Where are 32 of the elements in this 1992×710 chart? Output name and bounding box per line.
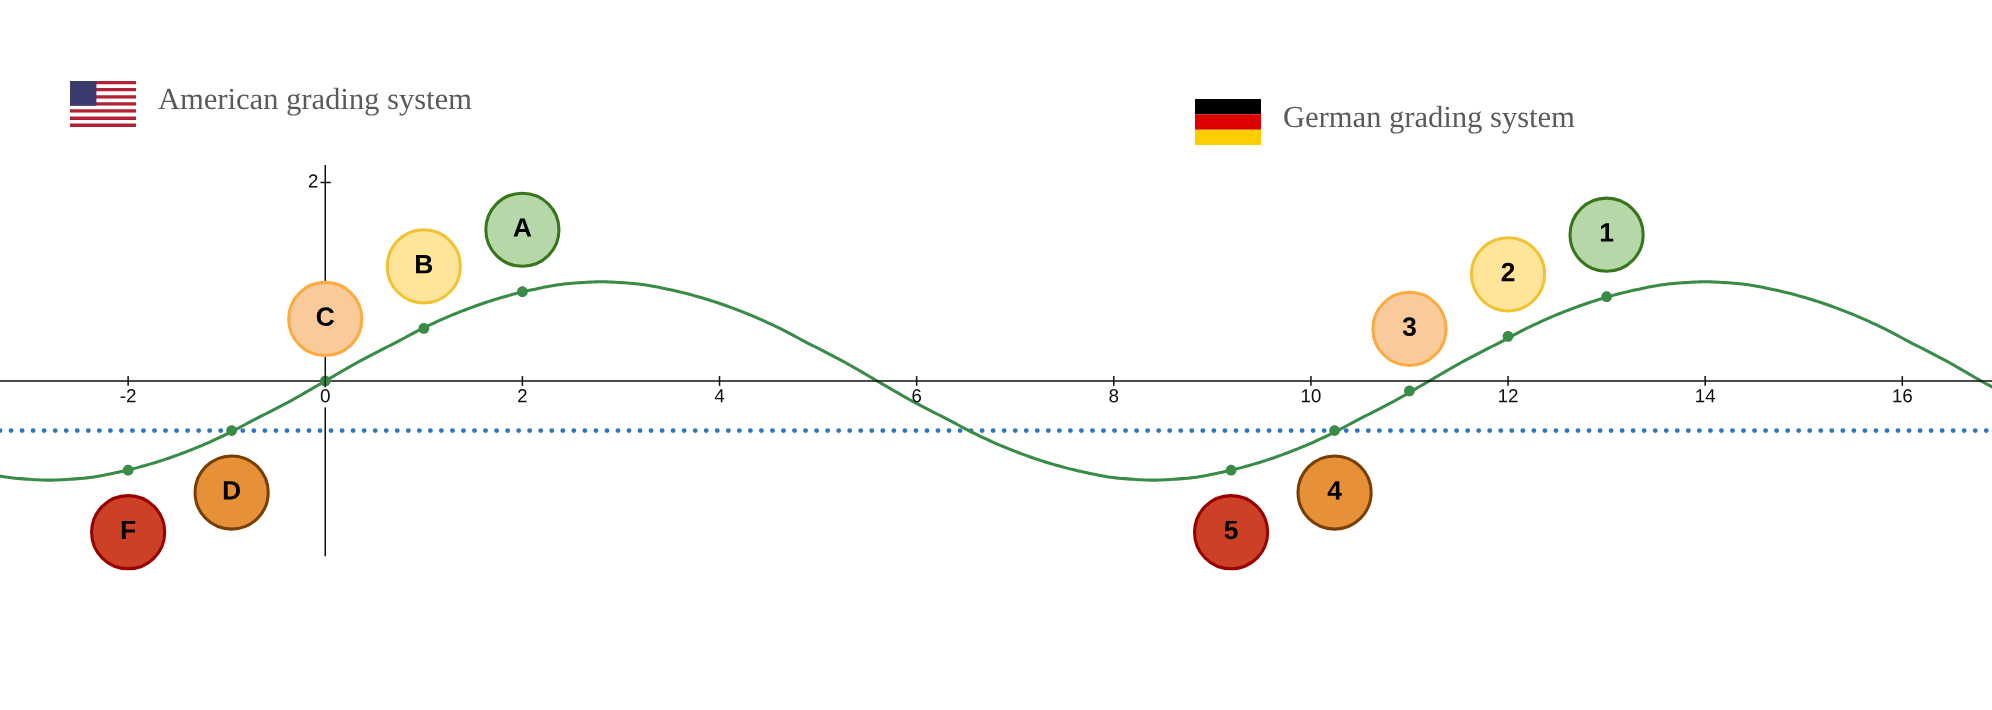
point (122, 464, 134, 476)
point (1404, 385, 1415, 397)
point (517, 286, 528, 298)
point (1329, 425, 1340, 436)
x-tick-label: -2 (120, 389, 136, 403)
point (1502, 330, 1514, 342)
x-tick-label: 2 (518, 389, 527, 403)
x-tick-label: 12 (1499, 389, 1518, 403)
annotation: F (121, 520, 136, 540)
annotation: 3 (1402, 317, 1416, 337)
x-tick-label: 10 (1301, 389, 1321, 403)
point (1601, 291, 1612, 303)
annotation: C (316, 307, 335, 327)
x-tick-label: 4 (714, 389, 725, 403)
point (1225, 464, 1237, 476)
point (418, 323, 430, 334)
annotation: 4 (1327, 481, 1342, 500)
annotation: D (223, 481, 241, 500)
x-tick-label: 8 (1109, 389, 1119, 403)
text: German grading system (1284, 105, 1575, 134)
annotation: 5 (1224, 520, 1238, 540)
x-tick-label: 16 (1893, 389, 1912, 403)
x-tick-label: 14 (1696, 389, 1716, 403)
text: 2 (308, 174, 318, 188)
annotation: A (513, 218, 532, 237)
x-tick-label: 6 (912, 389, 922, 403)
annotation: B (416, 255, 433, 274)
annotation: 2 (1501, 262, 1515, 282)
x-tick-label: 0 (320, 389, 330, 403)
annotation: 1 (1600, 223, 1614, 242)
text: American grading system (158, 87, 472, 116)
point (226, 425, 238, 436)
